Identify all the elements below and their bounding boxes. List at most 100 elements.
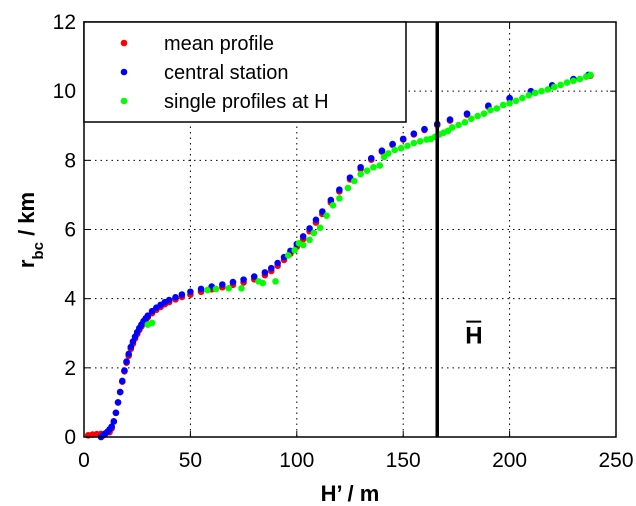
data-point xyxy=(404,142,411,150)
data-point xyxy=(463,110,471,117)
data-point xyxy=(219,281,226,288)
data-point xyxy=(357,163,364,171)
data-point xyxy=(112,409,120,417)
data-point xyxy=(446,116,454,123)
data-point xyxy=(336,195,343,202)
y-tick-label: 12 xyxy=(53,11,76,34)
data-point xyxy=(587,71,594,79)
data-point xyxy=(310,229,318,237)
data-point xyxy=(506,99,513,107)
data-point xyxy=(474,112,481,120)
y-tick-label: 2 xyxy=(64,357,76,380)
data-point xyxy=(525,92,533,99)
data-point xyxy=(212,285,220,293)
data-point xyxy=(165,296,173,304)
data-point xyxy=(108,423,115,430)
data-point xyxy=(329,201,337,209)
data-point xyxy=(291,246,298,254)
x-tick-label: 0 xyxy=(78,449,90,472)
data-point xyxy=(397,144,405,152)
data-point xyxy=(204,286,211,294)
data-point xyxy=(448,124,456,131)
data-point xyxy=(312,216,320,224)
data-point xyxy=(121,367,128,374)
data-point xyxy=(187,288,194,296)
data-point xyxy=(461,118,469,126)
legend-box xyxy=(83,21,407,123)
data-point xyxy=(363,167,371,175)
legend-marker xyxy=(120,97,128,105)
y-tick-label: 10 xyxy=(53,80,76,103)
y-axis-label-subscript: bc xyxy=(30,242,47,260)
y-axis-label-unit: / km xyxy=(14,192,39,242)
h-bar-label: H xyxy=(465,323,482,350)
x-tick-label: 100 xyxy=(279,449,314,472)
data-point xyxy=(172,293,179,301)
data-point xyxy=(531,89,539,97)
data-point xyxy=(272,278,279,285)
data-point xyxy=(416,138,424,145)
data-point xyxy=(148,319,156,327)
data-point xyxy=(274,259,281,267)
data-point xyxy=(250,273,258,280)
x-tick-label: 250 xyxy=(598,449,633,472)
data-point xyxy=(259,279,267,287)
data-point xyxy=(512,97,520,105)
data-point xyxy=(493,105,501,112)
data-point xyxy=(367,154,375,162)
series-2 xyxy=(144,71,594,328)
data-point xyxy=(336,186,343,194)
data-point xyxy=(144,312,152,319)
data-point xyxy=(238,284,245,292)
legend-marker xyxy=(120,68,128,76)
data-point xyxy=(487,106,494,114)
data-point xyxy=(123,358,130,365)
x-tick-label: 50 xyxy=(179,449,202,472)
legend-label: mean profile xyxy=(164,33,274,55)
data-point xyxy=(284,252,292,259)
data-point xyxy=(538,87,545,95)
data-point xyxy=(316,224,324,232)
y-tick-label: 8 xyxy=(64,149,76,172)
data-point xyxy=(385,150,392,157)
x-tick-label: 200 xyxy=(492,449,527,472)
data-point xyxy=(299,233,307,240)
legend-label: central station xyxy=(164,62,289,84)
data-point xyxy=(125,350,132,358)
data-point xyxy=(229,278,237,286)
data-point xyxy=(410,139,418,147)
data-point xyxy=(178,291,186,298)
data-point xyxy=(563,79,571,86)
data-point xyxy=(110,418,118,425)
y-axis-label: rbc / km xyxy=(14,192,47,268)
data-point xyxy=(350,177,358,185)
data-point xyxy=(319,208,326,215)
axis-ticks: 0 50 100 150 200 250 0 2 4 6 8 10 12 xyxy=(53,11,634,472)
data-point xyxy=(327,196,335,204)
data-point xyxy=(480,110,488,117)
data-point xyxy=(550,83,558,91)
data-point xyxy=(240,276,247,283)
data-point xyxy=(389,140,396,148)
data-point xyxy=(544,86,552,93)
y-axis-label-main: r xyxy=(14,259,39,268)
data-point xyxy=(506,94,513,102)
y-tick-label: 4 xyxy=(64,288,76,311)
data-point xyxy=(357,170,364,178)
legend-label: single profiles at H xyxy=(164,91,329,113)
data-point xyxy=(306,225,313,232)
x-axis-label: H’ / m xyxy=(321,481,380,506)
legend: mean profile central station single profil… xyxy=(83,21,407,123)
data-point xyxy=(306,236,313,244)
data-point xyxy=(344,184,352,192)
x-tick-label: 150 xyxy=(386,449,421,472)
data-point xyxy=(570,77,577,85)
y-tick-label: 0 xyxy=(64,426,76,449)
y-tick-label: 6 xyxy=(64,219,76,242)
data-point xyxy=(378,147,386,154)
legend-marker xyxy=(120,39,128,47)
data-point xyxy=(576,75,584,83)
data-point xyxy=(410,130,418,138)
data-point xyxy=(114,399,122,406)
